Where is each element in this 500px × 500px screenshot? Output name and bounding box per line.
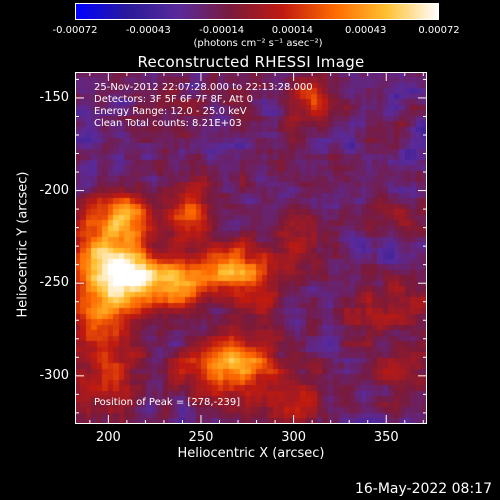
plot-area bbox=[75, 72, 427, 424]
colorbar bbox=[75, 3, 439, 20]
y-tick-label: -150 bbox=[39, 89, 69, 105]
colorbar-units: (photons cm⁻² s⁻¹ asec⁻²) bbox=[193, 38, 323, 49]
y-tick-label: -300 bbox=[39, 367, 69, 383]
colorbar-tick-label: -0.00072 bbox=[52, 25, 98, 36]
info-energy-range: Energy Range: 12.0 - 25.0 keV bbox=[94, 106, 247, 117]
colorbar-tick-label: 0.00043 bbox=[345, 25, 387, 36]
y-tick-label: -200 bbox=[39, 182, 69, 198]
chart-title: Reconstructed RHESSI Image bbox=[137, 53, 365, 71]
info-detectors: Detectors: 3F 5F 6F 7F 8F, Att 0 bbox=[94, 94, 254, 105]
heatmap-image bbox=[75, 72, 427, 424]
colorbar-tick-label: -0.00014 bbox=[199, 25, 245, 36]
x-tick-label: 250 bbox=[188, 430, 214, 445]
colorbar-tick-label: 0.00072 bbox=[418, 25, 460, 36]
x-axis-label: Heliocentric X (arcsec) bbox=[177, 446, 325, 461]
peak-position-label: Position of Peak = [278,-239] bbox=[94, 397, 241, 408]
y-tick-label: -250 bbox=[39, 275, 69, 291]
footer-date: 16-May-2022 08:17 bbox=[354, 481, 492, 497]
x-tick-label: 200 bbox=[95, 430, 121, 445]
x-tick-label: 350 bbox=[373, 430, 399, 445]
colorbar-tick-label: 0.00014 bbox=[271, 25, 314, 36]
x-tick-label: 300 bbox=[281, 430, 307, 445]
info-total-counts: Clean Total counts: 8.21E+03 bbox=[94, 118, 242, 129]
colorbar-tick-label: -0.00043 bbox=[125, 25, 171, 36]
y-axis-label: Heliocentric Y (arcsec) bbox=[15, 171, 31, 318]
info-time-range: 25-Nov-2012 22:07:28.000 to 22:13:28.000 bbox=[94, 82, 313, 93]
